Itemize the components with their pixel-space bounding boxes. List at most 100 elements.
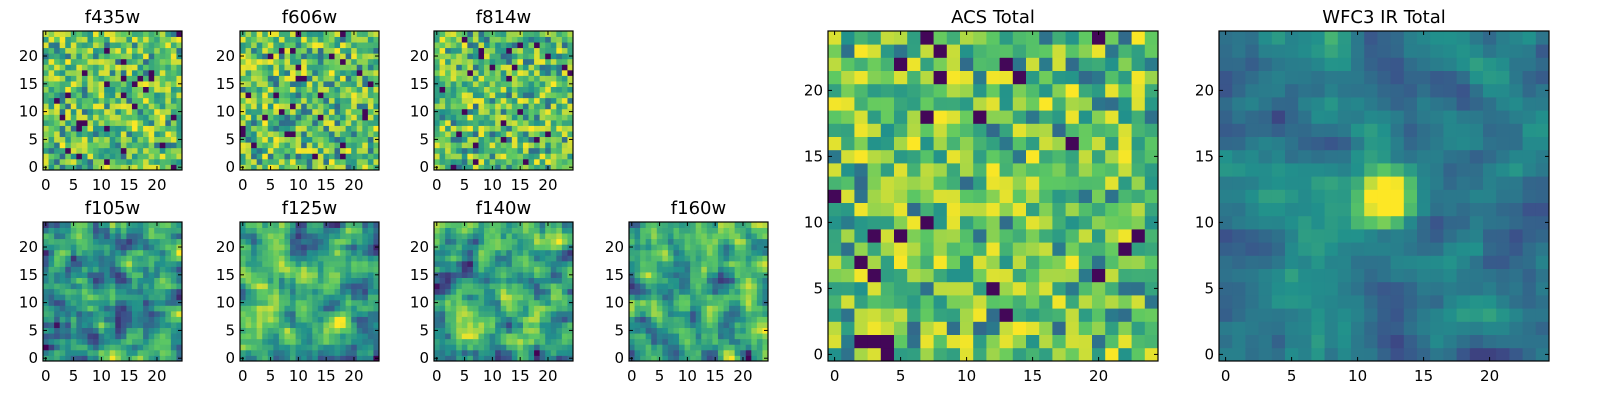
heatmap-cell: [456, 158, 463, 165]
heatmap-cell: [159, 272, 166, 278]
heatmap-cell: [334, 158, 341, 165]
heatmap-cell: [561, 142, 568, 149]
heatmap-cell: [539, 310, 546, 317]
heatmap-cell: [115, 299, 122, 306]
heatmap-cell: [76, 131, 83, 138]
heatmap-cell: [434, 233, 440, 240]
heatmap-cell: [534, 58, 541, 65]
heatmap-cell: [273, 305, 280, 312]
heatmap-cell: [517, 244, 524, 251]
heatmap-cell: [48, 31, 55, 37]
heatmap-cell: [312, 42, 319, 49]
heatmap-cell: [740, 349, 747, 356]
heatmap-cell: [567, 86, 574, 93]
heatmap-cell: [76, 119, 83, 126]
heatmap-cell: [467, 260, 474, 267]
heatmap-cell: [81, 272, 88, 278]
heatmap-cell: [65, 310, 72, 317]
heatmap-cell: [717, 266, 724, 273]
heatmap-cell: [104, 64, 111, 71]
heatmap-cell: [556, 299, 563, 306]
heatmap-cell: [434, 294, 440, 301]
heatmap-cell: [65, 69, 72, 76]
heatmap-cell: [740, 277, 747, 284]
heatmap-cell: [245, 277, 252, 284]
heatmap-cell: [131, 322, 138, 329]
heatmap-cell: [54, 142, 61, 149]
heatmap-cell: [434, 119, 440, 126]
heatmap-cell: [126, 305, 133, 312]
heatmap-cell: [76, 36, 83, 43]
heatmap-cell: [545, 333, 552, 340]
heatmap-cell: [70, 227, 77, 234]
heatmap-cell: [284, 227, 291, 234]
heatmap-cell: [43, 260, 49, 267]
heatmap-cell: [478, 31, 485, 37]
heatmap-cell: [143, 222, 150, 228]
heatmap-cell: [489, 349, 496, 356]
heatmap-cell: [290, 305, 296, 312]
heatmap-cell: [539, 322, 546, 329]
heatmap-cell: [528, 147, 535, 154]
heatmap-cell: [456, 53, 463, 60]
heatmap-cell: [290, 31, 296, 37]
heatmap-cell: [334, 266, 341, 273]
heatmap-cell: [104, 142, 111, 149]
heatmap-cell: [362, 81, 369, 87]
heatmap-cell: [267, 36, 274, 43]
heatmap-cell: [561, 255, 568, 262]
heatmap-cell: [278, 92, 285, 99]
heatmap-cell: [340, 31, 347, 37]
heatmap-cell: [278, 131, 285, 138]
heatmap-cell: [131, 249, 138, 256]
heatmap-cell: [120, 164, 127, 171]
heatmap-cell: [48, 333, 55, 340]
y-tick-label: 20: [605, 238, 624, 256]
heatmap-cell: [1052, 229, 1066, 243]
heatmap-cell: [695, 344, 702, 351]
heatmap-cell: [539, 299, 546, 306]
heatmap-cell: [165, 249, 172, 256]
heatmap-cell: [334, 86, 341, 93]
heatmap-cell: [351, 36, 358, 43]
heatmap-cell: [367, 316, 374, 323]
heatmap-cell: [756, 283, 763, 290]
heatmap-cell: [500, 260, 507, 267]
heatmap-cell: [999, 176, 1014, 190]
heatmap-cell: [679, 327, 685, 334]
heatmap-cell: [484, 142, 490, 149]
heatmap-cell: [1078, 229, 1093, 243]
heatmap-cell: [115, 277, 122, 284]
heatmap-cell: [651, 260, 658, 267]
heatmap-cell: [679, 344, 685, 351]
heatmap-cell: [567, 131, 574, 138]
heatmap-cell: [256, 283, 263, 290]
heatmap-cell: [1039, 281, 1053, 296]
heatmap-cell: [656, 327, 663, 334]
heatmap-cell: [484, 266, 490, 273]
heatmap-cell: [48, 142, 55, 149]
heatmap-cell: [734, 255, 741, 262]
heatmap-cell: [273, 136, 280, 143]
heatmap-cell: [740, 305, 747, 312]
heatmap-cell: [528, 355, 535, 362]
heatmap-cell: [54, 238, 61, 245]
heatmap-cell: [262, 294, 269, 301]
heatmap-cell: [323, 272, 330, 278]
heatmap-cell: [534, 81, 541, 87]
heatmap-cell: [312, 299, 319, 306]
heatmap-cell: [667, 322, 674, 329]
heatmap-cell: [328, 316, 335, 323]
heatmap-cell: [734, 260, 741, 267]
heatmap-cell: [495, 266, 502, 273]
heatmap-cell: [701, 244, 708, 251]
heatmap-cell: [522, 42, 529, 49]
heatmap-cell: [484, 153, 490, 160]
heatmap-cell: [539, 147, 546, 154]
heatmap-cell: [434, 316, 440, 323]
heatmap-cell: [762, 333, 769, 340]
heatmap-cell: [695, 338, 702, 345]
heatmap-cell: [478, 131, 485, 138]
heatmap-cell: [176, 333, 183, 340]
heatmap-cell: [104, 58, 111, 65]
